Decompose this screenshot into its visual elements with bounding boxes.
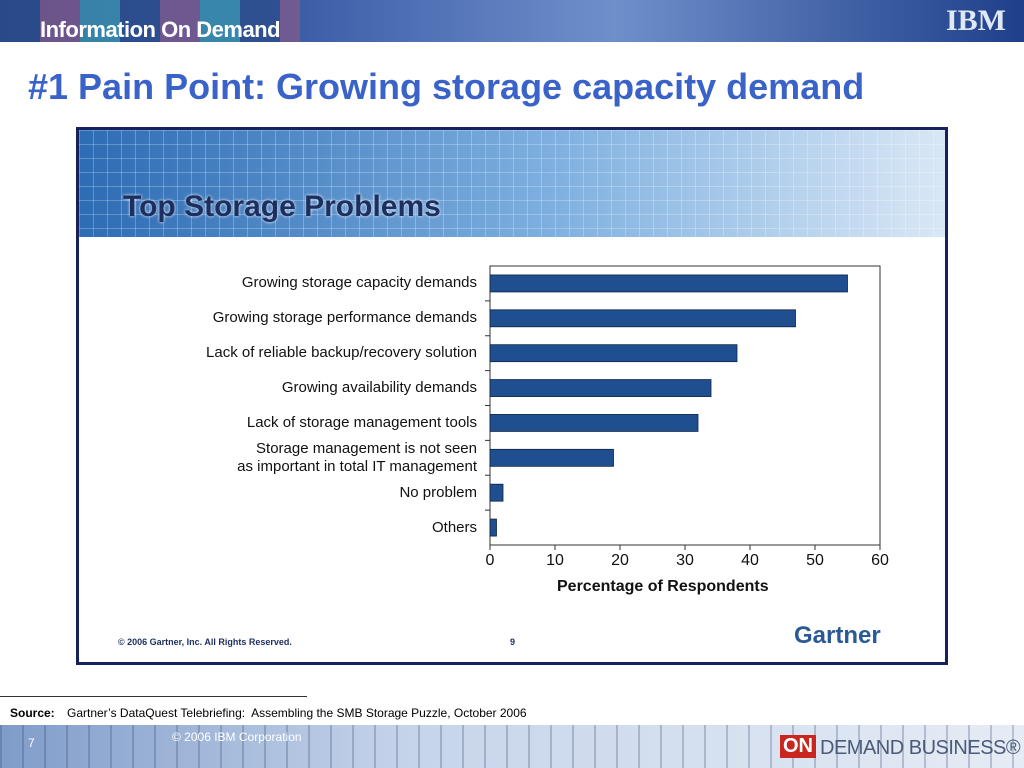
y-tick-label: Others [431, 518, 477, 536]
x-tick-label: 0 [485, 552, 495, 569]
bar [489, 414, 699, 432]
bar [489, 518, 497, 537]
footer-band [0, 725, 1024, 768]
footer-logo-text: DEMAND BUSINESS® [820, 737, 1021, 759]
chart-banner [79, 130, 945, 237]
source-rule [0, 696, 307, 697]
x-tick-label: 10 [546, 552, 564, 569]
bar [489, 379, 712, 397]
x-tick-label: 20 [611, 552, 629, 569]
slide-title: #1 Pain Point: Growing storage capacity … [28, 66, 865, 107]
y-tick-label: No problem [399, 483, 477, 501]
x-axis-label: Percentage of Respondents [557, 578, 769, 595]
y-tick-label: Lack of storage management tools [246, 413, 477, 431]
bar [489, 483, 504, 502]
footer-page: 7 [28, 736, 35, 750]
x-tick-label: 30 [676, 552, 694, 569]
y-tick-label: Growing storage capacity demands [241, 274, 477, 292]
bar [489, 274, 848, 293]
y-tick-label: Growing availability demands [281, 379, 477, 397]
chart-page: 9 [510, 637, 516, 647]
header-logo: Information On Demand [40, 17, 281, 42]
x-tick-label: 40 [741, 552, 759, 569]
footer-logo-on: ON [780, 735, 816, 758]
y-tick-label: Storage management is not seen as import… [237, 439, 477, 475]
gartner-logo: Gartner [794, 622, 881, 649]
x-tick-label: 60 [871, 552, 889, 569]
y-tick-label: Growing storage performance demands [212, 309, 477, 327]
x-tick-label: 50 [806, 552, 824, 569]
brand: IBM [946, 4, 1006, 37]
plot-frame [489, 265, 881, 546]
source-text: Gartner’s DataQuest Telebriefing: Assemb… [67, 706, 527, 720]
source-label: Source: [10, 706, 55, 720]
bar [489, 448, 614, 467]
chart-title: Top Storage Problems [123, 190, 441, 223]
bar [489, 344, 738, 363]
footer-copyright: © 2006 IBM Corporation [172, 730, 302, 744]
chart-copyright: © 2006 Gartner, Inc. All Rights Reserved… [118, 637, 292, 647]
bar [489, 309, 796, 328]
header-image [0, 0, 300, 42]
y-tick-label: Lack of reliable backup/recovery solutio… [206, 344, 477, 362]
